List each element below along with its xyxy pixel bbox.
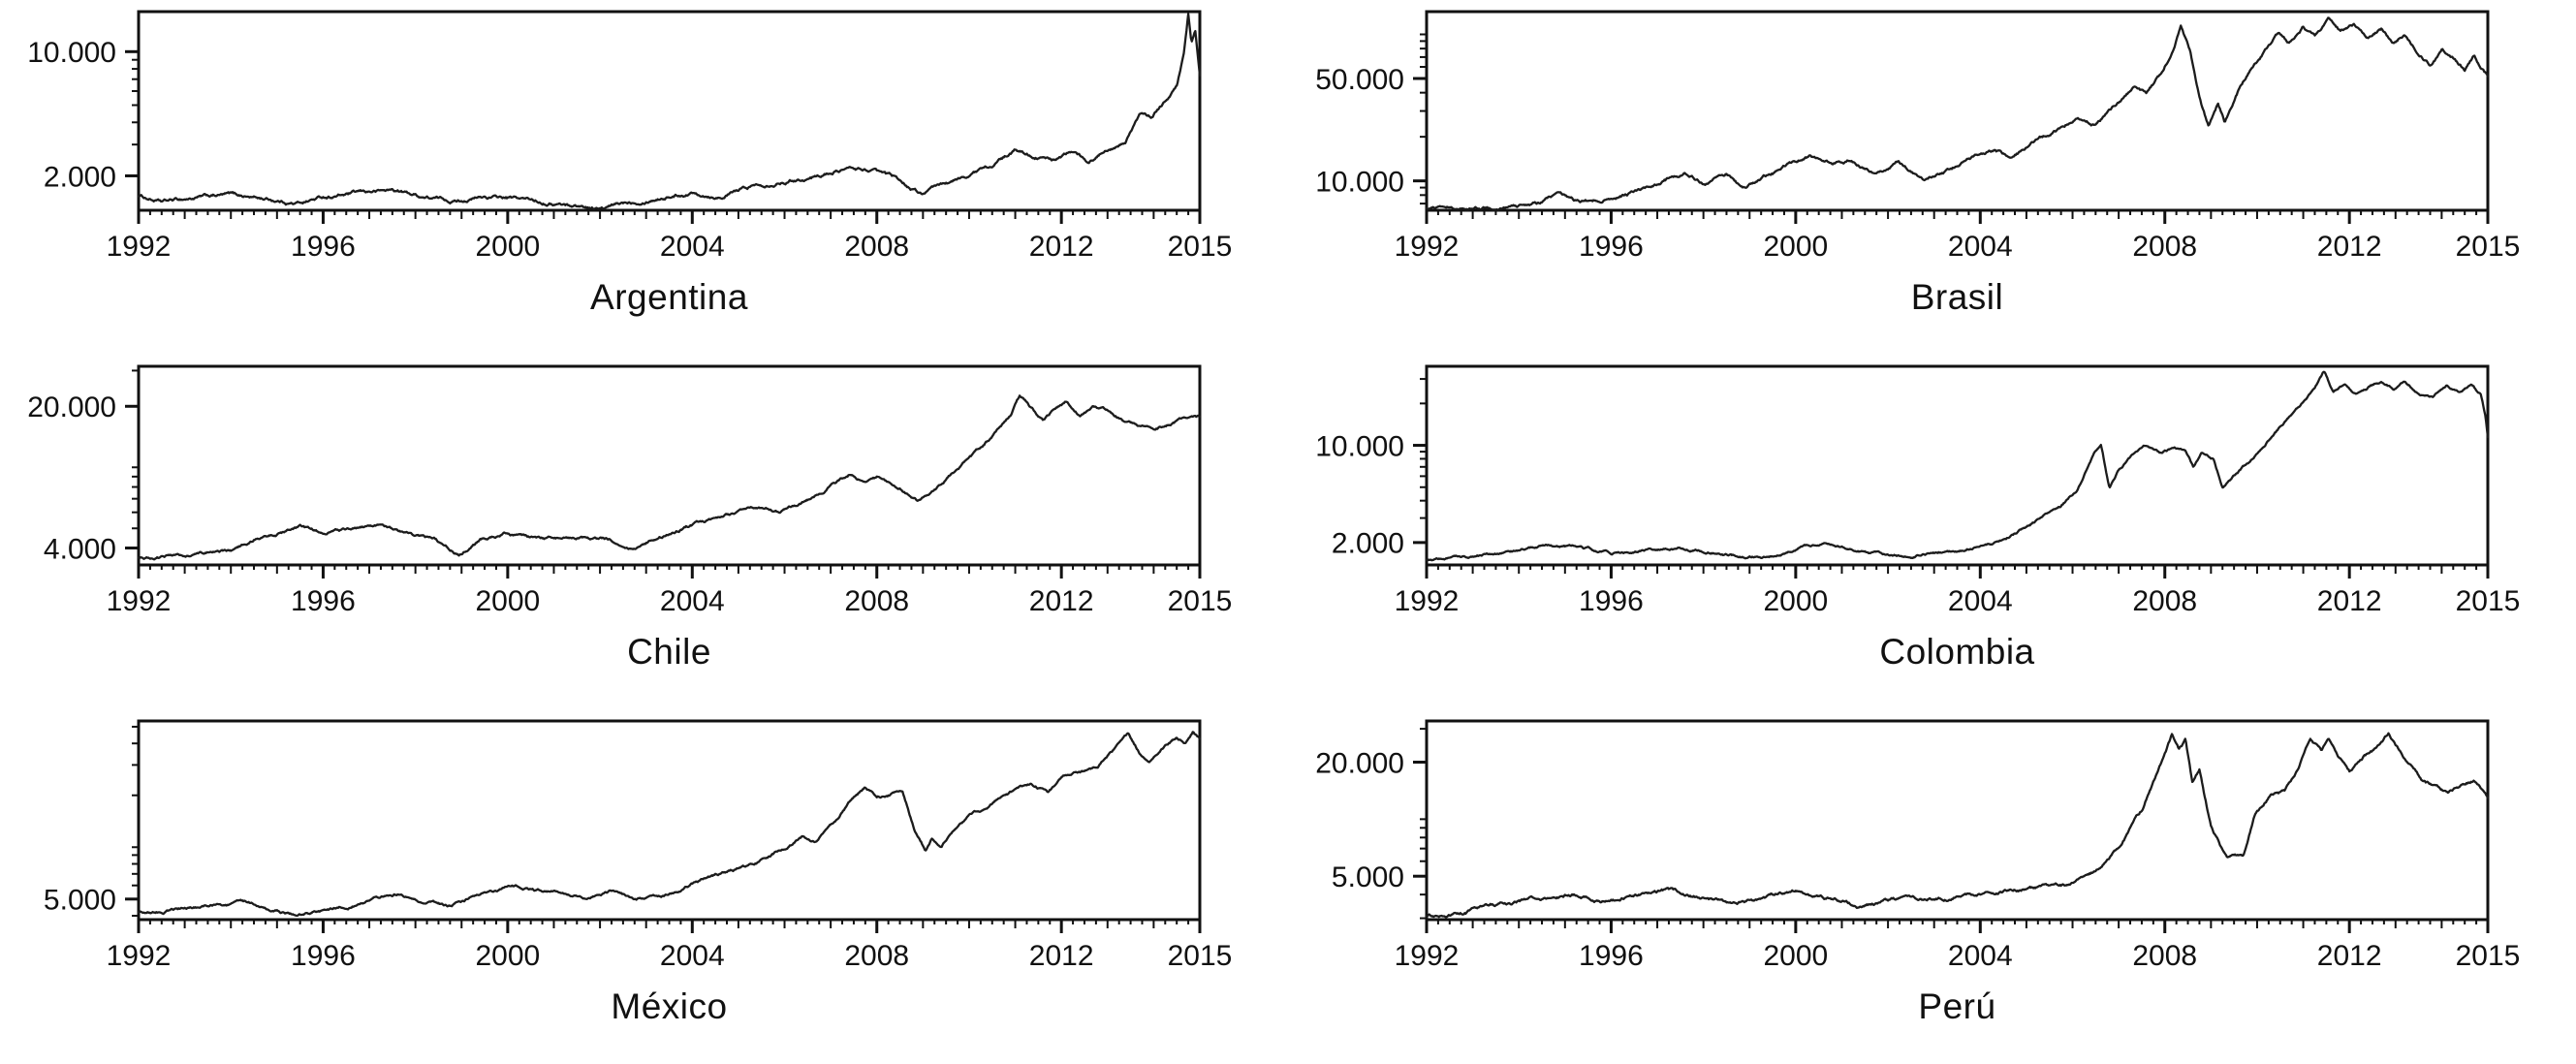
x-tick-label: 2008 [844, 585, 909, 617]
x-tick-label: 2012 [2317, 231, 2382, 263]
x-tick-label: 2004 [1948, 940, 2013, 972]
x-tick-label: 2004 [1948, 585, 2013, 617]
chart-canvas-brasil: 10.000 50.000 1992 1996 2000 2004 2008 2012 2015 [1315, 10, 2521, 263]
x-tick-label: 2012 [1029, 585, 1094, 617]
x-tick-label: 2015 [1168, 585, 1233, 617]
chart-canvas-peru: 5.000 20.000 1992 1996 2000 2004 2008 2012 2015 [1315, 719, 2521, 972]
x-tick-label: 2004 [1948, 231, 2013, 263]
x-tick-label: 2012 [1029, 940, 1094, 972]
x-tick-label: 2000 [1763, 940, 1828, 972]
y-tick-label: 5.000 [44, 885, 116, 917]
x-tick-label: 2008 [2132, 585, 2197, 617]
x-tick-label: 1996 [291, 231, 356, 263]
x-tick-label: 1992 [107, 585, 172, 617]
x-tick-label: 2015 [2456, 231, 2521, 263]
x-tick-label: 2000 [475, 231, 540, 263]
y-tick-label: 2.000 [1332, 528, 1404, 560]
chart-brasil: 10.000 50.000 1992 1996 2000 2004 2008 2012 2015… [1288, 0, 2576, 355]
series-line [1425, 732, 2490, 919]
chart-title-mexico: México [611, 986, 728, 1026]
y-tick-label: 20.000 [27, 391, 116, 423]
x-tick-label: 2004 [660, 585, 725, 617]
y-tick-label: 2.000 [44, 161, 116, 193]
x-tick-label: 1992 [1395, 231, 1460, 263]
chart-title-chile: Chile [627, 632, 711, 672]
x-tick-label: 2008 [2132, 231, 2197, 263]
chart-colombia: 2.000 10.000 1992 1996 2000 2004 2008 2012 2015 … [1288, 355, 2576, 709]
x-tick-label: 1992 [107, 940, 172, 972]
x-tick-label: 1996 [1579, 231, 1644, 263]
x-tick-label: 1992 [107, 231, 172, 263]
x-tick-label: 2000 [475, 940, 540, 972]
x-tick-label: 2012 [2317, 940, 2382, 972]
y-tick-label: 20.000 [1315, 747, 1404, 779]
y-tick-label: 10.000 [1315, 166, 1404, 198]
x-tick-label: 2012 [2317, 585, 2382, 617]
chart-canvas-colombia: 2.000 10.000 1992 1996 2000 2004 2008 2012 2015 [1315, 364, 2521, 617]
y-tick-label: 10.000 [27, 37, 116, 69]
x-tick-label: 2012 [1029, 231, 1094, 263]
chart-canvas-mexico: 5.000 1992 1996 2000 2004 2008 2012 2015 [44, 719, 1233, 972]
chart-title-colombia: Colombia [1879, 632, 2035, 672]
chart-chile: 4.000 20.000 1992 1996 2000 2004 2008 2012 2015 … [0, 355, 1288, 709]
x-tick-label: 1996 [1579, 940, 1644, 972]
x-tick-label: 2008 [844, 231, 909, 263]
x-tick-label: 2015 [1168, 940, 1233, 972]
chart-mexico: 5.000 1992 1996 2000 2004 2008 2012 2015 México [0, 709, 1288, 1064]
chart-canvas-chile: 4.000 20.000 1992 1996 2000 2004 2008 2012 2015 [27, 364, 1233, 617]
y-tick-label: 4.000 [44, 533, 116, 565]
x-tick-label: 1992 [1395, 585, 1460, 617]
x-tick-label: 2015 [2456, 585, 2521, 617]
x-tick-label: 2015 [1168, 231, 1233, 263]
x-tick-label: 1996 [291, 585, 356, 617]
chart-title-argentina: Argentina [590, 277, 748, 317]
x-tick-label: 2004 [660, 231, 725, 263]
y-tick-label: 10.000 [1315, 430, 1404, 462]
x-tick-label: 2015 [2456, 940, 2521, 972]
chart-canvas-argentina: 2.000 10.000 1992 1996 2000 2004 2008 2012 2015 [27, 10, 1233, 263]
series-line [1425, 16, 2490, 211]
chart-title-peru: Perú [1918, 986, 1996, 1026]
series-line [137, 13, 1202, 210]
x-tick-label: 2000 [475, 585, 540, 617]
series-line [137, 731, 1202, 918]
y-tick-label: 5.000 [1332, 861, 1404, 893]
chart-title-brasil: Brasil [1910, 277, 2004, 317]
x-tick-label: 2000 [1763, 585, 1828, 617]
series-line [1425, 370, 2490, 562]
y-tick-label: 50.000 [1315, 64, 1404, 96]
x-tick-label: 2000 [1763, 231, 1828, 263]
chart-argentina: 2.000 10.000 1992 1996 2000 2004 2008 2012 2015 … [0, 0, 1288, 355]
series-line [137, 394, 1202, 561]
x-tick-label: 1992 [1395, 940, 1460, 972]
chart-peru: 5.000 20.000 1992 1996 2000 2004 2008 2012 2015 … [1288, 709, 2576, 1064]
x-tick-label: 2008 [844, 940, 909, 972]
x-tick-label: 1996 [1579, 585, 1644, 617]
x-tick-label: 1996 [291, 940, 356, 972]
x-tick-label: 2004 [660, 940, 725, 972]
x-tick-label: 2008 [2132, 940, 2197, 972]
